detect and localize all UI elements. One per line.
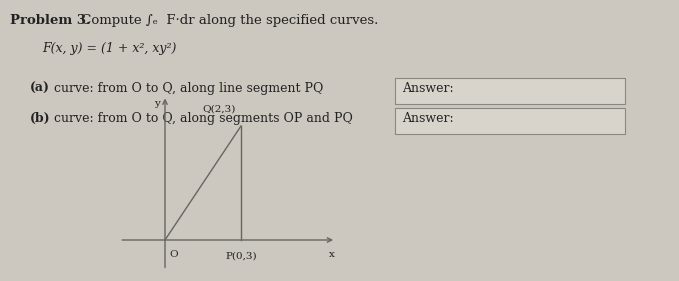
Text: Answer:: Answer: — [402, 82, 454, 95]
Bar — [395, 78, 625, 104]
Text: (a): (a) — [30, 82, 50, 95]
Bar — [395, 108, 625, 134]
Text: Problem 3.: Problem 3. — [10, 14, 91, 27]
Text: Q(2,3): Q(2,3) — [202, 105, 236, 114]
Text: (b): (b) — [30, 112, 51, 125]
Text: y: y — [154, 99, 160, 108]
Text: Compute ∫ₑ  F·dr along the specified curves.: Compute ∫ₑ F·dr along the specified curv… — [77, 14, 378, 27]
Text: Answer:: Answer: — [402, 112, 454, 125]
Text: x: x — [329, 250, 335, 259]
Text: O: O — [169, 250, 178, 259]
Text: P(0,3): P(0,3) — [225, 252, 257, 261]
Text: curve: from O to Q, along line segment PQ: curve: from O to Q, along line segment P… — [50, 82, 323, 95]
Text: F(x, y) = (1 + x², xy²): F(x, y) = (1 + x², xy²) — [42, 42, 177, 55]
Text: curve: from O to Q, along segments OP and PQ: curve: from O to Q, along segments OP an… — [50, 112, 353, 125]
